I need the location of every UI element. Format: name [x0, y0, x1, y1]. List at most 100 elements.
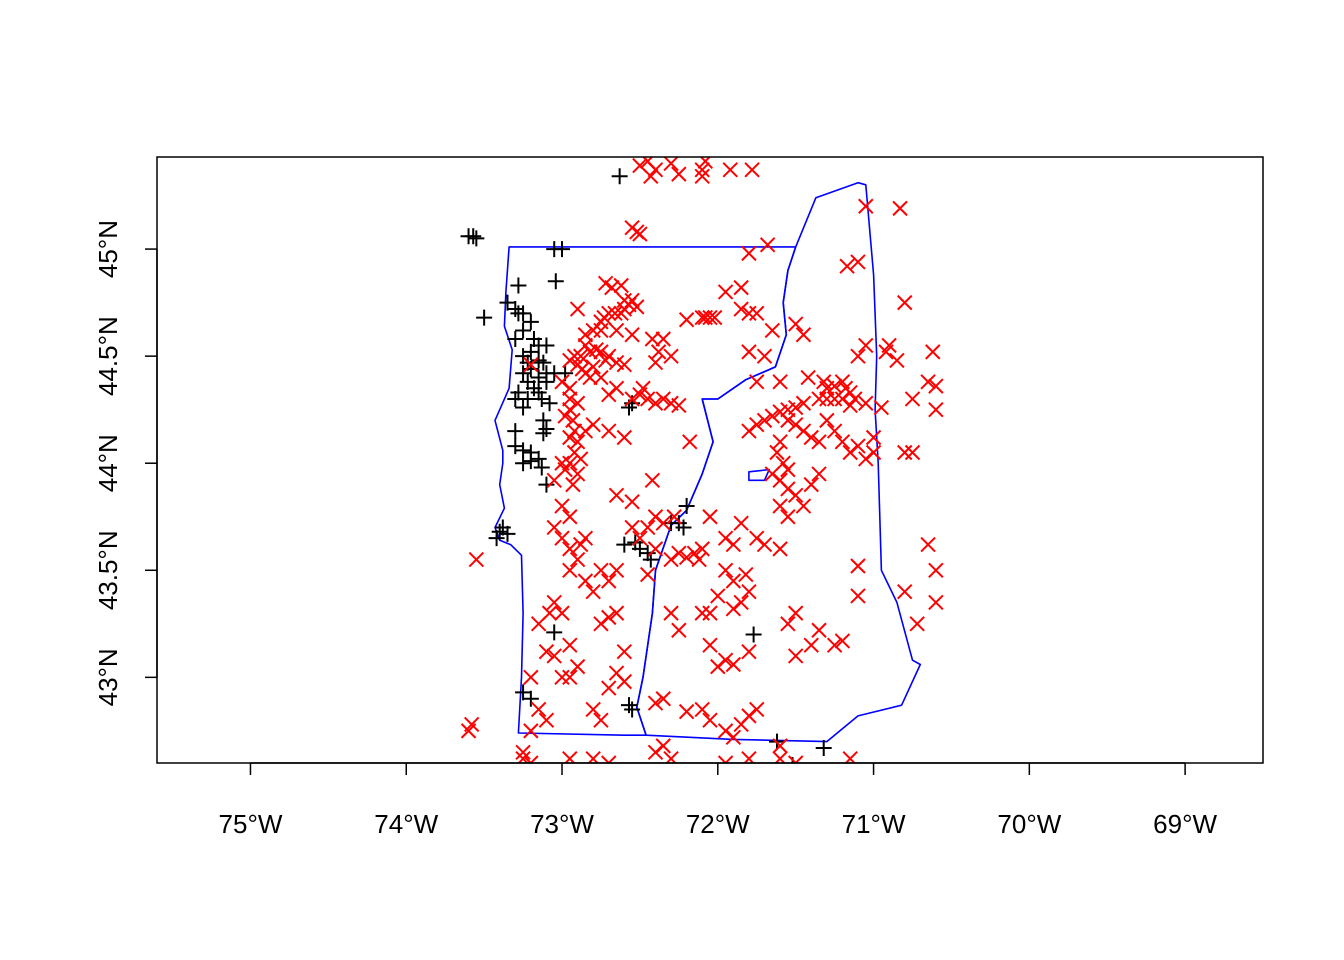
cross-point	[772, 541, 788, 557]
plus-point	[624, 701, 641, 718]
cross-point	[569, 551, 586, 568]
plus-point	[538, 337, 555, 354]
cross-point	[881, 337, 897, 354]
cross-point	[694, 168, 710, 184]
cross-point	[562, 429, 578, 446]
cross-point	[546, 519, 562, 536]
cross-point	[585, 701, 601, 718]
cross-point	[803, 637, 819, 653]
cross-point	[928, 401, 944, 418]
cross-point	[562, 751, 578, 763]
cross-point	[787, 316, 804, 332]
plus-point	[533, 390, 550, 407]
cross-point	[772, 374, 788, 390]
cross-point	[601, 423, 617, 439]
cross-point	[666, 509, 682, 525]
cross-point	[800, 369, 816, 386]
x-axis: 75°W 74°W 73°W 72°W 71°W 70°W 69°W	[219, 762, 1218, 839]
cross-point	[585, 583, 601, 600]
cross-point	[572, 536, 589, 553]
y-tick-label: 44°N	[93, 434, 123, 492]
cross-point	[566, 423, 583, 439]
cross-point	[554, 605, 570, 621]
cross-point	[725, 656, 742, 673]
cross-point	[678, 312, 695, 328]
plus-point	[522, 313, 539, 330]
cross-point	[741, 583, 757, 600]
cross-point	[562, 401, 578, 418]
cross-point	[538, 712, 555, 728]
cross-point	[803, 476, 819, 493]
plus-point	[507, 438, 524, 455]
x-tick-label: 69°W	[1153, 809, 1217, 839]
plus-point	[522, 690, 539, 707]
cross-point	[787, 487, 804, 504]
cross-point	[546, 594, 562, 611]
plus-point	[515, 684, 532, 701]
new-hampshire-boundary	[636, 181, 922, 743]
cross-point	[601, 573, 617, 589]
y-tick-label: 43°N	[93, 648, 123, 706]
cross-point	[769, 444, 785, 461]
cross-point	[554, 530, 570, 546]
cross-point	[850, 438, 866, 454]
cross-point	[741, 751, 757, 763]
cross-point	[904, 391, 921, 407]
y-axis: 43°N 43.5°N 44°N 44.5°N 45°N	[93, 220, 158, 706]
cross-point	[842, 397, 858, 414]
plus-point	[745, 626, 762, 643]
cross-point	[780, 461, 796, 478]
cross-point	[897, 294, 913, 311]
cross-point	[468, 551, 485, 568]
y-tick-label: 44.5°N	[93, 316, 123, 396]
cross-point	[582, 344, 598, 360]
plus-point	[547, 273, 564, 290]
cross-point	[523, 669, 539, 686]
plus-point	[499, 525, 516, 542]
cross-point	[702, 509, 718, 525]
cross-point	[694, 162, 710, 178]
cross-point	[858, 198, 874, 214]
cross-point	[702, 637, 718, 653]
cross-point	[842, 751, 858, 763]
cross-point	[593, 712, 609, 728]
cross-point	[787, 605, 804, 621]
cross-point	[608, 562, 625, 578]
cross-point	[925, 344, 941, 360]
cross-point	[562, 352, 578, 369]
cross-point	[562, 669, 578, 686]
cross-point	[850, 588, 866, 604]
cross-point	[928, 378, 944, 394]
cross-point	[643, 168, 659, 184]
plus-point	[507, 301, 524, 318]
cross-point	[523, 723, 539, 739]
cross-point	[655, 391, 671, 407]
cross-point	[601, 386, 617, 403]
cross-point	[546, 648, 562, 664]
plus-point	[530, 369, 547, 386]
cross-point	[826, 391, 843, 407]
cross-point	[671, 622, 687, 638]
plus-point	[519, 390, 536, 407]
plot-frame	[156, 156, 1264, 764]
cross-point	[554, 669, 570, 686]
cross-point	[624, 519, 640, 536]
plus-point	[530, 450, 547, 467]
cross-point	[613, 277, 629, 294]
cross-point	[694, 309, 710, 326]
cross-point	[577, 530, 594, 546]
plus-point	[499, 294, 516, 311]
plus-point	[515, 399, 532, 416]
plus-point	[533, 459, 550, 476]
cross-point	[759, 237, 776, 253]
cross-point	[772, 738, 788, 754]
cross-point	[593, 322, 609, 339]
cross-point	[678, 549, 695, 566]
cross-point	[741, 344, 757, 360]
cross-point	[850, 558, 866, 574]
cross-point	[647, 354, 664, 371]
cross-point	[839, 258, 855, 274]
cross-point	[663, 751, 679, 763]
cross-point	[780, 412, 796, 429]
